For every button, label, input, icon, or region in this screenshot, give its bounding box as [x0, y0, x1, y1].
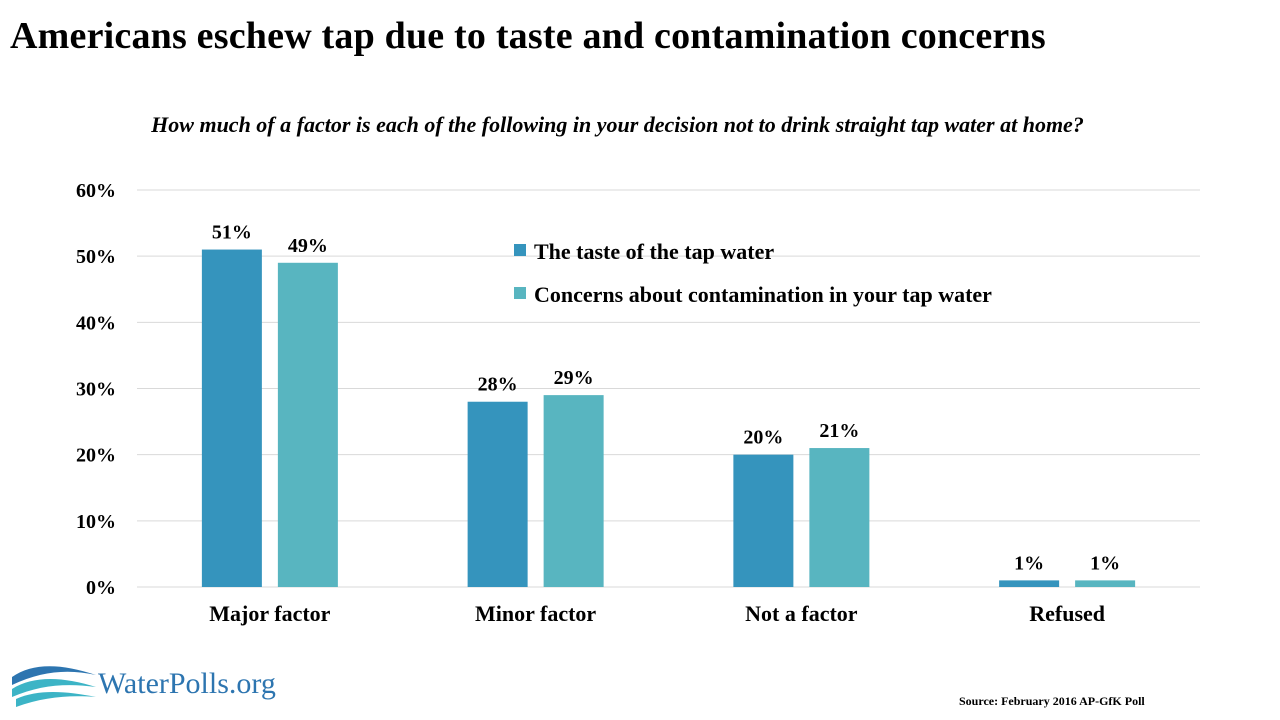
- legend-label: Concerns about contamination in your tap…: [534, 282, 992, 307]
- y-tick-label: 50%: [76, 246, 116, 268]
- x-category-label: Minor factor: [475, 601, 596, 626]
- bar-series2: [277, 262, 338, 587]
- legend-swatch: [514, 287, 526, 299]
- bar-series2: [1075, 580, 1136, 587]
- data-label: 28%: [478, 374, 518, 396]
- data-label: 1%: [1014, 552, 1044, 574]
- wave-icon: [12, 666, 96, 707]
- y-tick-label: 0%: [86, 577, 116, 599]
- y-tick-label: 30%: [76, 379, 116, 401]
- bar-series2: [809, 448, 870, 587]
- bar-chart: 0% 10% 20% 30% 40% 50% 60% 51% 49% Major factor 28…: [76, 180, 1200, 626]
- x-category-label: Major factor: [209, 601, 330, 626]
- data-label: 51%: [212, 222, 252, 244]
- x-category-label: Not a factor: [745, 601, 858, 626]
- bar-series1: [201, 249, 262, 588]
- bar-series2: [543, 395, 604, 587]
- data-label: 20%: [743, 427, 783, 449]
- y-tick-label: 60%: [76, 180, 116, 202]
- waterpolls-logo: [12, 666, 96, 707]
- source-note: Source: February 2016 AP-GfK Poll: [959, 694, 1145, 708]
- x-category-label: Refused: [1029, 601, 1105, 626]
- data-label: 49%: [288, 235, 328, 257]
- logo-text: WaterPolls.org: [98, 667, 276, 700]
- bar-series1: [467, 401, 528, 587]
- data-label: 1%: [1090, 552, 1120, 574]
- y-tick-label: 10%: [76, 511, 116, 533]
- bar-series1: [733, 454, 794, 587]
- data-label: 29%: [554, 367, 594, 389]
- chart-subtitle: How much of a factor is each of the foll…: [151, 112, 1084, 137]
- legend-label: The taste of the tap water: [534, 239, 774, 264]
- y-tick-label: 40%: [76, 312, 116, 334]
- y-tick-label: 20%: [76, 445, 116, 467]
- bar-series1: [999, 580, 1060, 587]
- chart-title: Americans eschew tap due to taste and co…: [10, 15, 1046, 57]
- legend-swatch: [514, 244, 526, 256]
- data-label: 21%: [819, 420, 859, 442]
